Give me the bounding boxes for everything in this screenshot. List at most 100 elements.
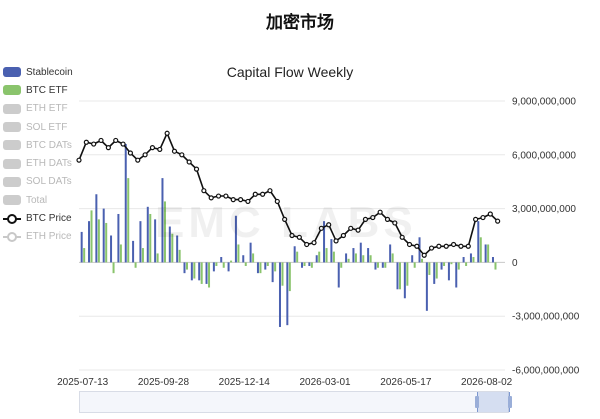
stablecoin-bar xyxy=(183,262,186,274)
legend-item-total[interactable]: Total xyxy=(3,191,103,209)
stablecoin-bar xyxy=(168,226,171,263)
legend-item-btc-price[interactable]: BTC Price xyxy=(3,209,103,227)
slider-handle-left[interactable] xyxy=(475,396,479,408)
legend-swatch xyxy=(3,176,21,187)
btc-price-point xyxy=(465,243,471,249)
btc-price-point xyxy=(377,209,383,215)
btc-price-point xyxy=(120,141,126,147)
legend-item-sol-dats[interactable]: SOL DATs xyxy=(3,173,103,191)
stablecoin-bar xyxy=(301,262,304,268)
btc-price-point xyxy=(215,193,222,199)
x-tick-label: 2025-07-13 xyxy=(57,377,109,388)
btc-price-point xyxy=(384,216,391,222)
legend-item-btc-etf[interactable]: BTC ETF xyxy=(3,81,103,99)
btc-price-point xyxy=(208,195,214,201)
btc-etf-bar xyxy=(252,253,255,263)
stablecoin-bar xyxy=(190,262,193,281)
slider-handle-right[interactable] xyxy=(508,396,512,408)
legend-label: SOL DATs xyxy=(26,176,72,188)
btc-price-point xyxy=(296,234,302,240)
btc-price-point xyxy=(340,232,347,239)
legend-item-btc-dats[interactable]: BTC DATs xyxy=(3,136,103,154)
stablecoin-bar xyxy=(440,262,443,270)
legend-label: ETH DATs xyxy=(26,158,72,170)
btc-price-point xyxy=(83,139,89,145)
stablecoin-bar xyxy=(455,262,458,288)
stablecoin-bar xyxy=(425,262,428,311)
btc-etf-bar xyxy=(230,260,233,263)
legend-item-stablecoin[interactable]: Stablecoin xyxy=(3,63,103,81)
btc-etf-bar xyxy=(450,262,453,265)
legend-swatch xyxy=(3,140,21,151)
btc-price-point xyxy=(105,145,111,151)
stablecoin-bar xyxy=(286,262,289,326)
btc-etf-bar xyxy=(186,262,188,270)
btc-price-point xyxy=(260,191,266,197)
stablecoin-bar xyxy=(234,215,237,263)
stablecoin-bar xyxy=(359,242,362,263)
btc-price-point xyxy=(355,227,361,233)
stablecoin-bar xyxy=(403,262,406,299)
zoom-slider[interactable] xyxy=(79,391,512,413)
btc-etf-bar xyxy=(112,262,115,274)
legend-swatch xyxy=(3,67,21,78)
btc-price-point xyxy=(237,197,244,203)
legend-label: BTC Price xyxy=(26,213,72,225)
legend-item-eth-price[interactable]: ETH Price xyxy=(3,228,103,246)
btc-price-point xyxy=(370,214,376,221)
btc-etf-bar xyxy=(399,262,401,290)
stablecoin-bar xyxy=(330,239,333,263)
btc-price-point xyxy=(458,243,464,249)
x-tick-label: 2025-09-28 xyxy=(138,377,190,388)
btc-etf-bar xyxy=(332,251,335,263)
btc-price-point xyxy=(487,211,493,217)
btc-price-point xyxy=(223,193,229,199)
btc-price-point xyxy=(399,234,405,240)
btc-etf-bar xyxy=(310,262,313,268)
btc-etf-bar xyxy=(208,262,211,288)
btc-etf-bar xyxy=(171,233,174,263)
stablecoin-bar xyxy=(205,262,208,284)
btc-etf-bar xyxy=(266,262,269,266)
stablecoin-bar xyxy=(220,257,223,263)
btc-etf-bar xyxy=(134,262,137,268)
stablecoin-bar xyxy=(102,208,105,263)
btc-etf-bar xyxy=(325,248,328,263)
x-tick-label: 2026-05-17 xyxy=(380,377,432,388)
stablecoin-bar xyxy=(484,244,487,263)
btc-price-point xyxy=(230,197,236,203)
btc-price-point xyxy=(245,198,251,205)
stablecoin-bar xyxy=(447,262,450,281)
legend-item-eth-etf[interactable]: ETH ETF xyxy=(3,100,103,118)
btc-etf-bar xyxy=(156,253,159,263)
legend-swatch xyxy=(3,195,21,206)
legend-item-eth-dats[interactable]: ETH DATs xyxy=(3,154,103,172)
legend-label: BTC DATs xyxy=(26,139,72,151)
legend-label: Stablecoin xyxy=(26,66,73,78)
legend-item-sol-etf[interactable]: SOL ETF xyxy=(3,118,103,136)
page-title: 加密市场 xyxy=(266,13,334,33)
btc-etf-bar xyxy=(149,213,152,263)
btc-price-point xyxy=(76,157,82,163)
btc-etf-bar xyxy=(200,262,203,284)
btc-etf-bar xyxy=(237,244,240,263)
btc-etf-bar xyxy=(413,262,416,268)
btc-price-point xyxy=(473,216,479,222)
slider-window[interactable] xyxy=(475,392,512,412)
stablecoin-bar xyxy=(491,257,494,263)
x-tick-label: 2026-08-02 xyxy=(461,377,513,388)
btc-price-point xyxy=(98,137,104,144)
stablecoin-bar xyxy=(212,262,215,272)
stablecoin-bar xyxy=(198,262,201,281)
btc-price-point xyxy=(495,218,501,224)
btc-price-point xyxy=(91,141,97,147)
stablecoin-bar xyxy=(462,257,465,263)
btc-etf-bar xyxy=(215,262,218,266)
btc-price-point xyxy=(392,220,398,226)
btc-etf-bar xyxy=(178,249,181,263)
stablecoin-bar xyxy=(271,262,274,283)
stablecoin-bar xyxy=(264,262,267,270)
btc-etf-bar xyxy=(391,253,394,263)
btc-etf-bar xyxy=(119,244,122,263)
stablecoin-bar xyxy=(95,194,98,263)
